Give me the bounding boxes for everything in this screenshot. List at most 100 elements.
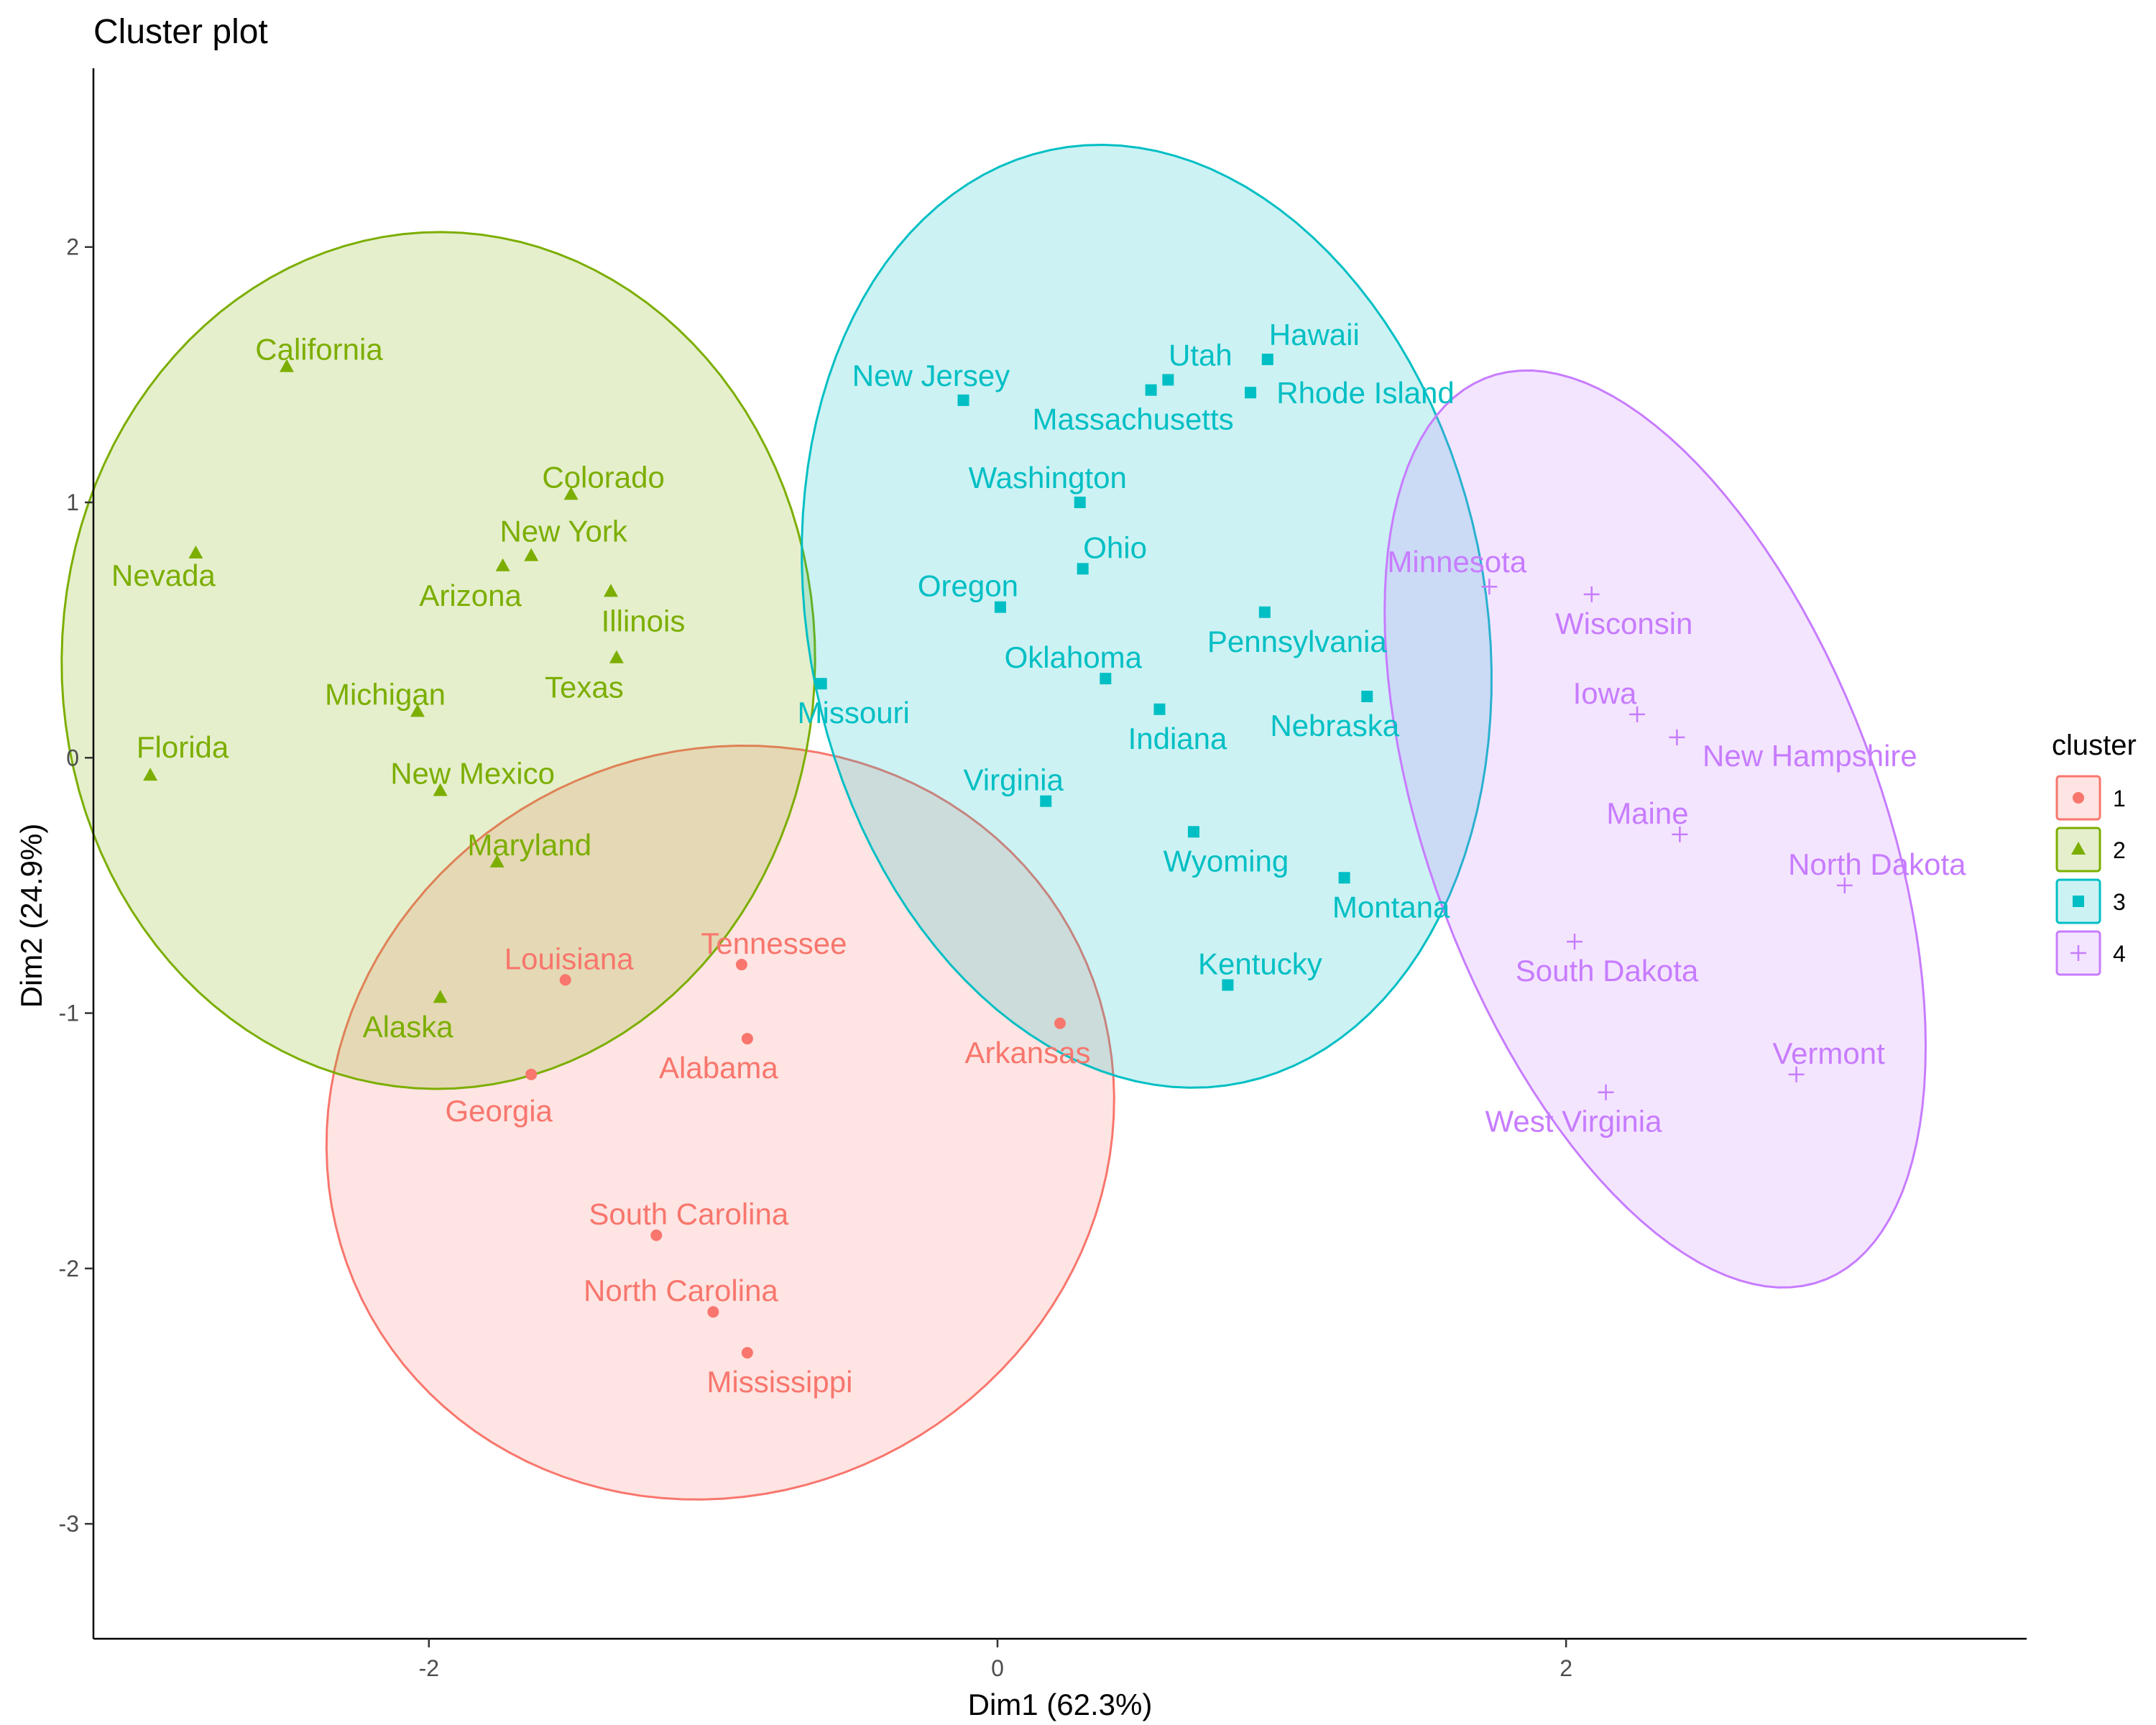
y-tick-label: -1 <box>59 1000 79 1026</box>
alabama-marker <box>741 1033 753 1045</box>
rhode-island-label: Rhode Island <box>1276 376 1455 410</box>
wisconsin-marker <box>1583 586 1600 602</box>
chart-title: Cluster plot <box>93 13 268 51</box>
x-tick-label: -2 <box>419 1655 439 1681</box>
new-hampshire-label: New Hampshire <box>1703 739 1917 773</box>
new-york-marker <box>524 548 539 561</box>
south-dakota-label: South Dakota <box>1516 954 1699 988</box>
california-label: California <box>255 333 383 367</box>
maine-marker <box>1672 826 1688 842</box>
washington-marker <box>1074 496 1086 508</box>
y-tick-label: 2 <box>66 234 79 260</box>
nevada-label: Nevada <box>111 558 216 592</box>
x-tick-label: 0 <box>991 1655 1004 1681</box>
y-axis-title: Dim2 (24.9%) <box>14 824 48 1008</box>
utah-marker <box>1162 374 1174 386</box>
ohio-marker <box>1077 563 1089 575</box>
legend: cluster 1 2 3 4 <box>2052 730 2137 976</box>
montana-marker <box>1338 872 1350 884</box>
nebraska-label: Nebraska <box>1270 709 1399 742</box>
wyoming-label: Wyoming <box>1164 844 1289 878</box>
virginia-marker <box>1040 795 1052 807</box>
colorado-marker <box>563 487 579 500</box>
rhode-island-marker <box>1245 387 1257 399</box>
south-carolina-label: South Carolina <box>589 1197 788 1231</box>
alaska-label: Alaska <box>363 1010 454 1044</box>
legend-marker <box>2070 945 2086 961</box>
legend-key-1 <box>2055 775 2101 821</box>
florida-label: Florida <box>137 730 229 764</box>
cluster-3-ellipse <box>801 143 1493 1089</box>
vermont-marker <box>1788 1066 1805 1082</box>
point-labels: Louisiana Tennessee Alabama Georgia Arkansas… <box>111 318 1966 1399</box>
legend-key-2 <box>2055 827 2101 873</box>
kentucky-label: Kentucky <box>1198 947 1322 981</box>
mississippi-label: Mississippi <box>706 1365 852 1399</box>
maryland-marker <box>489 854 505 868</box>
legend-label-1: 1 <box>2113 786 2126 811</box>
washington-label: Washington <box>969 461 1127 494</box>
mississippi-marker <box>741 1347 753 1359</box>
north-dakota-marker <box>1836 877 1853 893</box>
south-carolina-marker <box>650 1229 663 1241</box>
texas-marker <box>609 650 624 663</box>
tennessee-marker <box>735 959 747 971</box>
x-tick-label: 2 <box>1560 1655 1572 1681</box>
oklahoma-marker <box>1100 673 1112 685</box>
y-tick-label: 1 <box>66 489 79 515</box>
oregon-label: Oregon <box>918 569 1018 603</box>
minnesota-label: Minnesota <box>1387 545 1526 579</box>
cluster-4-ellipse <box>1383 369 1927 1289</box>
vermont-label: Vermont <box>1772 1036 1885 1070</box>
cluster-2-ellipse <box>60 231 816 1090</box>
legend-label-4: 4 <box>2113 941 2126 967</box>
minnesota-marker <box>1481 579 1498 595</box>
legend-key-4 <box>2055 930 2101 976</box>
data-points <box>143 354 1853 1359</box>
oklahoma-label: Oklahoma <box>1005 640 1143 674</box>
hawaii-label: Hawaii <box>1269 318 1360 351</box>
oregon-marker <box>994 601 1006 613</box>
y-tick-label: 0 <box>66 745 79 770</box>
indiana-label: Indiana <box>1128 722 1227 755</box>
arizona-marker <box>495 558 510 571</box>
utah-label: Utah <box>1169 338 1233 372</box>
tennessee-label: Tennessee <box>701 926 847 960</box>
legend-title: cluster <box>2052 730 2137 761</box>
wyoming-marker <box>1187 826 1199 838</box>
massachusetts-label: Massachusetts <box>1033 402 1234 436</box>
wisconsin-label: Wisconsin <box>1555 607 1692 640</box>
alabama-label: Alabama <box>659 1051 778 1085</box>
georgia-label: Georgia <box>445 1094 553 1128</box>
louisiana-marker <box>559 974 571 986</box>
new-jersey-label: New Jersey <box>852 359 1010 392</box>
maryland-label: Maryland <box>467 828 591 862</box>
massachusetts-marker <box>1145 384 1157 396</box>
hawaii-marker <box>1261 354 1273 366</box>
kentucky-marker <box>1222 979 1234 991</box>
missouri-marker <box>815 678 827 690</box>
michigan-label: Michigan <box>325 677 446 711</box>
new-york-label: New York <box>499 515 627 548</box>
missouri-label: Missouri <box>798 696 910 730</box>
illinois-marker <box>603 584 618 597</box>
michigan-marker <box>410 704 425 717</box>
nebraska-marker <box>1361 691 1373 702</box>
illinois-label: Illinois <box>602 604 686 638</box>
arkansas-label: Arkansas <box>964 1036 1090 1070</box>
north-dakota-label: North Dakota <box>1788 847 1966 881</box>
new-mexico-label: New Mexico <box>390 757 555 791</box>
pennsylvania-marker <box>1258 606 1271 618</box>
maine-label: Maine <box>1606 796 1688 830</box>
west-virginia-marker <box>1598 1084 1614 1100</box>
california-marker <box>280 359 294 372</box>
arizona-label: Arizona <box>419 579 522 612</box>
louisiana-label: Louisiana <box>505 942 634 975</box>
south-dakota-marker <box>1567 934 1583 950</box>
new-jersey-marker <box>957 394 969 406</box>
alaska-marker <box>433 990 448 1003</box>
new-mexico-marker <box>433 783 448 796</box>
arkansas-marker <box>1054 1017 1066 1029</box>
new-hampshire-marker <box>1669 729 1685 745</box>
georgia-marker <box>525 1068 538 1080</box>
